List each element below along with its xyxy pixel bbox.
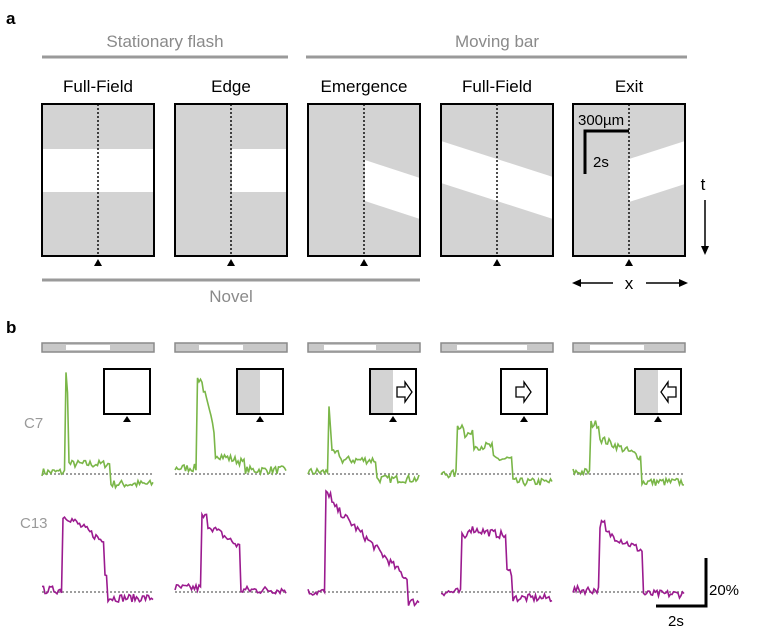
scale-bar-amplitude-time: [656, 558, 708, 608]
column-title-2: Edge: [211, 77, 251, 96]
cell-label-c7: C7: [24, 415, 43, 432]
arrow-left-icon: [660, 379, 677, 405]
trace-c7-2: [174, 377, 287, 477]
position-marker-1: [94, 259, 102, 266]
arrow-right-icon: [396, 379, 413, 405]
trace-c7-4: [440, 423, 553, 487]
stimulus-box-4: [440, 103, 554, 257]
column-title-3: Emergence: [321, 77, 408, 96]
trace-c7-3: [307, 406, 420, 485]
group-novel-label: Novel: [209, 287, 252, 306]
timing-bar-2: [174, 342, 288, 353]
position-marker-3: [360, 259, 368, 266]
response-traces: [41, 372, 685, 607]
inset-full-field: [103, 368, 151, 422]
group-moving-label: Moving bar: [455, 32, 539, 51]
scale-label-time-b: 2s: [668, 613, 684, 630]
position-marker-4: [493, 259, 501, 266]
cell-label-c13: C13: [20, 515, 48, 532]
timing-bar-4: [440, 342, 554, 353]
axis-t-label: t: [701, 175, 706, 194]
panel-b-label: b: [6, 318, 16, 337]
scale-label-space: 300µm: [578, 112, 624, 129]
trace-c13-4: [440, 526, 553, 604]
stimulus-box-5: [572, 103, 686, 257]
timing-bar-1: [41, 342, 155, 353]
inset-edge: [236, 368, 284, 422]
inset-moving-full-field: [500, 368, 548, 422]
inset-exit: [634, 368, 682, 422]
scale-label-time: 2s: [593, 154, 609, 171]
inset-emergence: [369, 368, 417, 422]
column-title-1: Full-Field: [63, 77, 133, 96]
arrow-right-icon: [515, 379, 532, 405]
stimulus-box-3: [307, 103, 421, 257]
axis-t-arrowhead: [701, 246, 709, 255]
trace-c7-1: [41, 372, 154, 490]
axis-x-arrowhead-left: [572, 279, 581, 287]
trace-c7-5: [572, 420, 685, 488]
scale-bar-space-time: [583, 129, 629, 174]
timing-bar-5: [572, 342, 686, 353]
column-title-5: Exit: [615, 77, 644, 96]
trace-c13-5: [572, 519, 685, 600]
position-marker-5: [625, 259, 633, 266]
trace-c13-3: [307, 489, 420, 607]
axis-x-arrowhead-right: [679, 279, 688, 287]
stimulus-box-1: [41, 103, 155, 257]
panel-a-label: a: [6, 9, 16, 28]
scale-label-amplitude: 20%: [709, 582, 739, 599]
timing-bar-3: [307, 342, 421, 353]
trace-c13-1: [42, 516, 154, 604]
group-stationary-label: Stationary flash: [106, 32, 223, 51]
trace-c13-2: [174, 511, 287, 596]
stimulus-box-2: [174, 103, 288, 257]
axis-x-label: x: [625, 274, 634, 293]
position-marker-2: [227, 259, 235, 266]
column-title-4: Full-Field: [462, 77, 532, 96]
